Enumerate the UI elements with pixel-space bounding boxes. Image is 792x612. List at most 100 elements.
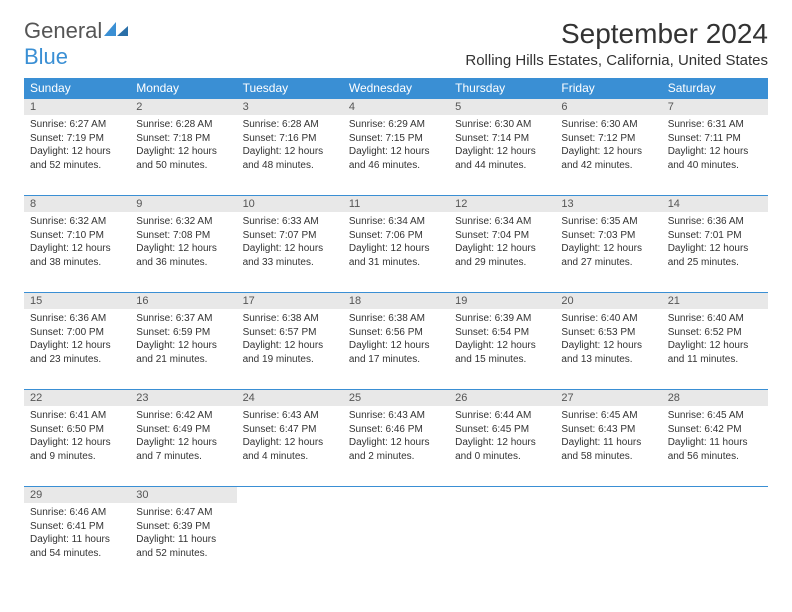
sunrise-line: Sunrise: 6:43 AM	[349, 409, 443, 423]
sunrise-line: Sunrise: 6:27 AM	[30, 118, 124, 132]
sunrise-line: Sunrise: 6:38 AM	[349, 312, 443, 326]
daylight-line-1: Daylight: 11 hours	[561, 436, 655, 450]
daylight-line-1: Daylight: 12 hours	[349, 436, 443, 450]
day-cell: Sunrise: 6:29 AMSunset: 7:15 PMDaylight:…	[343, 115, 449, 195]
daylight-line-2: and 0 minutes.	[455, 450, 549, 464]
sunset-line: Sunset: 7:04 PM	[455, 229, 549, 243]
sunset-line: Sunset: 7:01 PM	[668, 229, 762, 243]
daylight-line-2: and 31 minutes.	[349, 256, 443, 270]
daynum-cell: 21	[662, 293, 768, 309]
daylight-line-1: Daylight: 12 hours	[349, 145, 443, 159]
daynum-cell: 19	[449, 293, 555, 309]
sunset-line: Sunset: 7:08 PM	[136, 229, 230, 243]
day-cell: Sunrise: 6:34 AMSunset: 7:04 PMDaylight:…	[449, 212, 555, 292]
daylight-line-1: Daylight: 12 hours	[30, 436, 124, 450]
daylight-line-1: Daylight: 12 hours	[136, 339, 230, 353]
day-cell: Sunrise: 6:40 AMSunset: 6:52 PMDaylight:…	[662, 309, 768, 389]
daynum-cell: 8	[24, 196, 130, 212]
daylight-line-1: Daylight: 12 hours	[243, 242, 337, 256]
daynum-cell: 16	[130, 293, 236, 309]
daynum-cell: 18	[343, 293, 449, 309]
sunset-line: Sunset: 6:50 PM	[30, 423, 124, 437]
sunrise-line: Sunrise: 6:34 AM	[349, 215, 443, 229]
daylight-line-2: and 50 minutes.	[136, 159, 230, 173]
daynum-cell: 14	[662, 196, 768, 212]
calendar: SundayMondayTuesdayWednesdayThursdayFrid…	[24, 78, 768, 583]
daylight-line-2: and 7 minutes.	[136, 450, 230, 464]
daylight-line-1: Daylight: 11 hours	[668, 436, 762, 450]
daynum-cell: 4	[343, 99, 449, 115]
daynum-cell: 26	[449, 390, 555, 406]
day-cell: Sunrise: 6:36 AMSunset: 7:00 PMDaylight:…	[24, 309, 130, 389]
sunset-line: Sunset: 6:52 PM	[668, 326, 762, 340]
week-row: Sunrise: 6:36 AMSunset: 7:00 PMDaylight:…	[24, 309, 768, 389]
daylight-line-2: and 29 minutes.	[455, 256, 549, 270]
daynum-row: 2930	[24, 486, 768, 503]
daylight-line-2: and 36 minutes.	[136, 256, 230, 270]
month-title: September 2024	[465, 18, 768, 50]
daynum-cell: 25	[343, 390, 449, 406]
daylight-line-2: and 52 minutes.	[30, 159, 124, 173]
sunrise-line: Sunrise: 6:33 AM	[243, 215, 337, 229]
title-block: September 2024 Rolling Hills Estates, Ca…	[465, 18, 768, 69]
daynum-cell: 17	[237, 293, 343, 309]
logo-sail-icon	[102, 20, 130, 38]
daylight-line-2: and 33 minutes.	[243, 256, 337, 270]
sunset-line: Sunset: 6:53 PM	[561, 326, 655, 340]
sunrise-line: Sunrise: 6:35 AM	[561, 215, 655, 229]
day-cell: Sunrise: 6:33 AMSunset: 7:07 PMDaylight:…	[237, 212, 343, 292]
day-cell	[237, 503, 343, 583]
sunset-line: Sunset: 7:19 PM	[30, 132, 124, 146]
day-cell	[555, 503, 661, 583]
day-cell: Sunrise: 6:42 AMSunset: 6:49 PMDaylight:…	[130, 406, 236, 486]
logo-word-2: Blue	[24, 44, 68, 69]
day-cell: Sunrise: 6:38 AMSunset: 6:57 PMDaylight:…	[237, 309, 343, 389]
sunset-line: Sunset: 6:42 PM	[668, 423, 762, 437]
daylight-line-1: Daylight: 12 hours	[30, 145, 124, 159]
daylight-line-2: and 13 minutes.	[561, 353, 655, 367]
week-row: Sunrise: 6:27 AMSunset: 7:19 PMDaylight:…	[24, 115, 768, 195]
sunset-line: Sunset: 6:46 PM	[349, 423, 443, 437]
day-cell: Sunrise: 6:40 AMSunset: 6:53 PMDaylight:…	[555, 309, 661, 389]
day-cell: Sunrise: 6:32 AMSunset: 7:10 PMDaylight:…	[24, 212, 130, 292]
sunrise-line: Sunrise: 6:38 AM	[243, 312, 337, 326]
daylight-line-2: and 4 minutes.	[243, 450, 337, 464]
sunrise-line: Sunrise: 6:46 AM	[30, 506, 124, 520]
daynum-cell: 27	[555, 390, 661, 406]
sunrise-line: Sunrise: 6:32 AM	[30, 215, 124, 229]
dow-cell: Saturday	[662, 78, 768, 98]
daylight-line-2: and 2 minutes.	[349, 450, 443, 464]
day-cell	[662, 503, 768, 583]
day-cell: Sunrise: 6:32 AMSunset: 7:08 PMDaylight:…	[130, 212, 236, 292]
sunrise-line: Sunrise: 6:28 AM	[243, 118, 337, 132]
sunrise-line: Sunrise: 6:45 AM	[561, 409, 655, 423]
daynum-cell: 29	[24, 487, 130, 503]
daylight-line-1: Daylight: 12 hours	[668, 242, 762, 256]
daylight-line-1: Daylight: 12 hours	[455, 145, 549, 159]
daynum-cell: 10	[237, 196, 343, 212]
daylight-line-1: Daylight: 12 hours	[561, 339, 655, 353]
sunset-line: Sunset: 7:03 PM	[561, 229, 655, 243]
sunset-line: Sunset: 7:07 PM	[243, 229, 337, 243]
daynum-cell: 22	[24, 390, 130, 406]
daynum-cell: 7	[662, 99, 768, 115]
sunrise-line: Sunrise: 6:30 AM	[455, 118, 549, 132]
sunrise-line: Sunrise: 6:36 AM	[30, 312, 124, 326]
daylight-line-2: and 46 minutes.	[349, 159, 443, 173]
daynum-cell	[449, 487, 555, 503]
day-cell: Sunrise: 6:36 AMSunset: 7:01 PMDaylight:…	[662, 212, 768, 292]
day-cell: Sunrise: 6:44 AMSunset: 6:45 PMDaylight:…	[449, 406, 555, 486]
daynum-cell: 5	[449, 99, 555, 115]
daylight-line-1: Daylight: 12 hours	[243, 339, 337, 353]
day-cell: Sunrise: 6:46 AMSunset: 6:41 PMDaylight:…	[24, 503, 130, 583]
daylight-line-1: Daylight: 12 hours	[561, 242, 655, 256]
logo-word-1: General	[24, 18, 102, 43]
daylight-line-1: Daylight: 12 hours	[136, 242, 230, 256]
daynum-cell: 23	[130, 390, 236, 406]
daylight-line-1: Daylight: 12 hours	[455, 436, 549, 450]
daynum-cell: 28	[662, 390, 768, 406]
day-cell: Sunrise: 6:37 AMSunset: 6:59 PMDaylight:…	[130, 309, 236, 389]
daylight-line-2: and 15 minutes.	[455, 353, 549, 367]
daylight-line-1: Daylight: 12 hours	[561, 145, 655, 159]
daylight-line-1: Daylight: 12 hours	[349, 242, 443, 256]
